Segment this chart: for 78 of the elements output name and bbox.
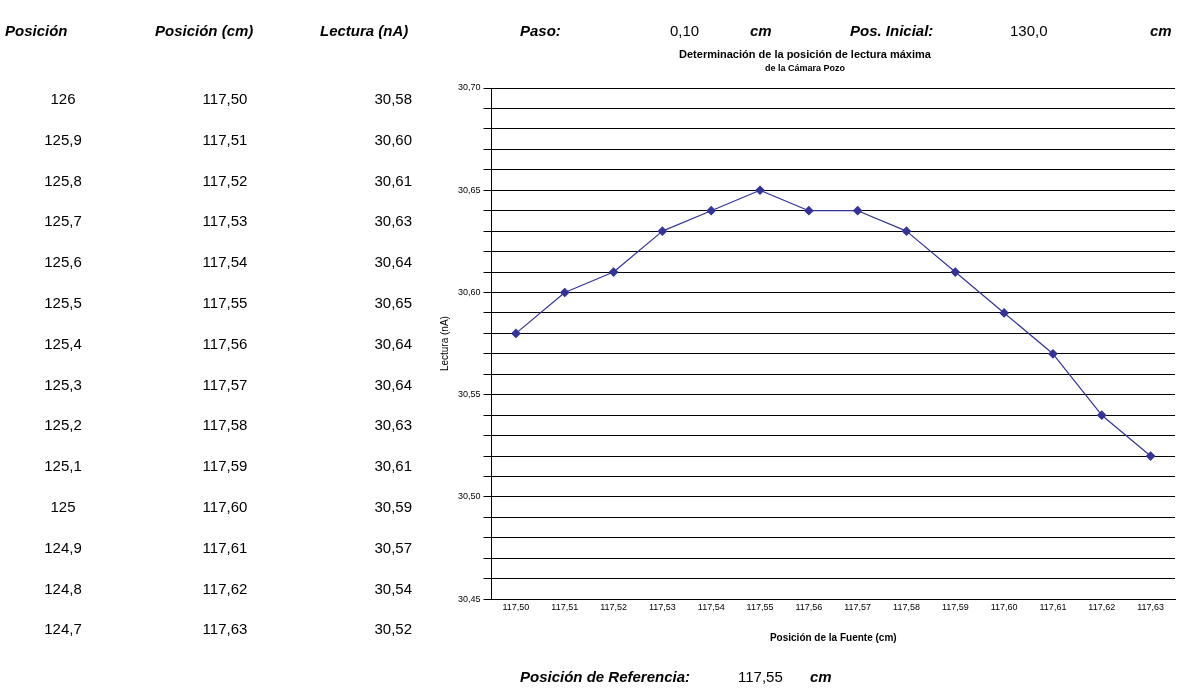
text: 130,0	[1010, 22, 1048, 39]
text: 30,61	[374, 457, 412, 475]
category-label: 117,60	[202, 498, 248, 515]
text: 30,63	[374, 212, 412, 230]
text: 30,64	[374, 375, 412, 393]
text: Posición (cm)	[155, 22, 254, 39]
y-tick-label: 30,70	[457, 82, 481, 93]
text: 30,63	[374, 416, 412, 434]
x-tick-label: 117,59	[941, 602, 969, 613]
category-label: 117,50	[202, 90, 248, 107]
x-tick-label: 117,57	[844, 602, 872, 613]
text: 30,65	[374, 294, 412, 311]
text: 125,9	[44, 130, 82, 148]
y-tick-label: 30,45	[457, 593, 481, 604]
y-axis-title: Lectura (nA)	[438, 316, 450, 372]
category-label: 117,52	[202, 171, 248, 189]
text: Paso:	[520, 22, 561, 39]
text: Posición	[5, 22, 68, 39]
text: 125	[50, 498, 76, 515]
text: 125,7	[44, 212, 82, 230]
x-axis-title: Posición de la Fuente (cm)	[769, 631, 897, 643]
text: 126	[50, 90, 76, 107]
x-tick-label: 117,53	[648, 602, 676, 613]
x-tick-label: 117,55	[746, 602, 774, 613]
text: 125,6	[44, 253, 82, 271]
text: 125,5	[44, 294, 82, 311]
category-label: 117,57	[202, 375, 248, 393]
x-tick-label: 117,61	[1039, 602, 1067, 613]
category-label: 117,51	[202, 130, 248, 148]
text: 0,10	[670, 22, 700, 39]
text: 30,61	[374, 171, 412, 189]
x-tick-label: 117,62	[1088, 602, 1116, 613]
text: Posición de Referencia:	[520, 668, 691, 685]
category-label: 117,54	[202, 253, 248, 271]
y-tick-label: 30,60	[457, 286, 481, 297]
text: 30,64	[374, 253, 412, 271]
text: 30,60	[374, 130, 412, 148]
text: 124,8	[44, 579, 82, 597]
text: cm	[1150, 22, 1172, 39]
x-tick-label: 117,50	[502, 602, 530, 613]
y-tick-label: 30,50	[457, 491, 481, 502]
text: cm	[750, 22, 772, 39]
category-label: 117,55	[202, 294, 248, 311]
category-label: 117,58	[202, 416, 248, 434]
chart-title: Determinación de la posición de lectura máxima	[679, 47, 932, 60]
x-tick-label: 117,51	[551, 602, 579, 613]
text: Lectura (nA)	[320, 22, 409, 39]
y-tick-label: 30,65	[457, 184, 481, 195]
text: cm	[810, 668, 832, 685]
text: 125,1	[44, 457, 82, 475]
chart-subtitle: de la Cámara Pozo	[764, 63, 846, 74]
text: 30,58	[374, 90, 412, 107]
x-tick-label: 117,56	[795, 602, 823, 613]
category-label: 117,53	[202, 212, 248, 230]
text: 125,8	[44, 171, 82, 189]
x-tick-label: 117,63	[1137, 602, 1165, 613]
text: 124,7	[44, 620, 82, 638]
x-tick-label: 117,52	[600, 602, 627, 613]
text: 30,57	[374, 538, 412, 556]
text: 117,55	[738, 668, 783, 685]
y-tick-label: 30,55	[457, 389, 481, 400]
text: 125,3	[44, 375, 82, 393]
category-label: 117,61	[202, 538, 248, 556]
text: 125,2	[44, 416, 82, 434]
x-tick-label: 117,60	[990, 602, 1018, 613]
text: 124,9	[44, 538, 82, 556]
text: 125,4	[44, 334, 82, 352]
text: 30,59	[374, 498, 412, 515]
category-label: 117,63	[202, 620, 248, 638]
text: 30,54	[374, 579, 412, 597]
text: 30,64	[374, 334, 412, 352]
text: 30,52	[374, 620, 412, 638]
text: Pos. Inicial:	[850, 22, 934, 39]
category-label: 117,62	[202, 579, 248, 597]
category-label: 117,56	[202, 334, 248, 352]
x-tick-label: 117,58	[893, 602, 920, 613]
category-label: 117,59	[202, 457, 248, 475]
x-tick-label: 117,54	[697, 602, 725, 613]
